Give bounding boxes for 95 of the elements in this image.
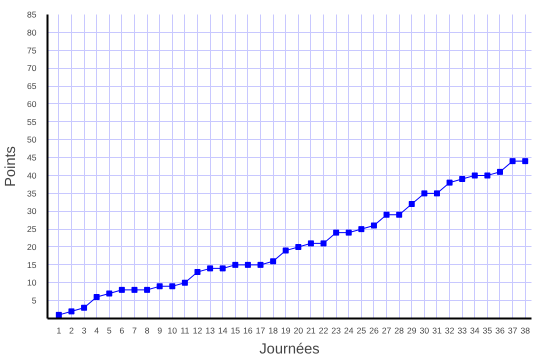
point [232,262,238,268]
point [434,190,440,196]
x-tick-label: 17 [256,326,266,336]
y-tick-label: 50 [27,134,37,145]
x-tick-label: 10 [168,326,178,336]
x-tick-label: 37 [508,326,518,336]
x-tick-label: 11 [180,326,190,336]
x-tick-label: 15 [230,326,240,336]
point [484,172,490,178]
x-tick-label: 27 [382,326,392,336]
x-tick-label: 24 [344,326,354,336]
y-tick-label: 45 [27,152,37,163]
point [308,240,314,246]
point [220,265,226,272]
x-tick-label: 7 [132,326,138,336]
x-tick-label: 4 [94,326,100,336]
point [81,304,88,311]
point [68,308,74,314]
y-tick-label: 10 [27,278,37,288]
point [106,290,112,296]
point [207,265,214,272]
point [194,269,200,276]
point [156,283,163,290]
x-tick-label: 33 [457,326,468,336]
point [258,262,264,268]
y-tick-label: 15 [27,260,37,270]
x-tick-label: 6 [120,326,124,336]
x-tick-label: 26 [369,326,379,336]
point [408,201,415,208]
point [358,226,364,232]
point [270,258,276,264]
x-tick-label: 35 [482,326,492,336]
point [459,176,466,182]
point [244,262,251,268]
point [446,180,453,186]
x-tick-label: 19 [280,326,291,336]
x-tick-label: 22 [318,326,329,336]
point [396,212,402,218]
point [496,168,503,175]
point [472,172,478,178]
x-tick-label: 20 [294,326,304,336]
y-tick-label: 35 [27,188,37,198]
x-tick-label: 23 [331,326,342,336]
point [56,312,62,318]
y-axis-title: Points [3,146,20,187]
y-tick-label: 30 [27,206,37,216]
y-tick-label: 75 [27,45,37,56]
y-tick-label: 55 [27,116,37,127]
x-tick-label: 32 [444,326,455,336]
y-tick-label: 60 [27,98,37,109]
x-tick-label: 12 [192,326,202,336]
x-tick-label: 34 [470,326,480,336]
point [295,244,302,250]
x-tick-label: 2 [69,326,74,336]
x-tick-label: 18 [268,326,278,336]
point [333,230,340,236]
point [384,212,390,218]
y-tick-label: 65 [27,81,37,92]
x-tick-label: 5 [106,326,112,336]
point [346,230,352,236]
x-tick-label: 25 [356,326,366,336]
point [182,280,188,286]
point [320,240,327,246]
x-tick-label: 9 [157,326,162,336]
point [370,222,377,229]
x-tick-label: 36 [495,326,505,336]
x-tick-label: 21 [306,326,316,336]
x-tick-label: 14 [218,326,228,336]
x-tick-label: 13 [205,326,216,336]
y-tick-label: 20 [27,242,37,252]
x-tick-label: 38 [520,326,530,336]
point [510,158,516,164]
y-tick-label: 5 [32,296,37,306]
x-tick-label: 1 [56,326,62,336]
x-tick-label: 3 [82,326,87,336]
point [282,248,289,254]
x-tick-label: 8 [144,326,150,336]
x-axis-title: Journées [259,342,320,358]
y-tick-label: 80 [27,27,37,38]
x-tick-label: 30 [420,326,430,336]
point [118,286,125,293]
y-tick-label: 25 [27,224,37,234]
x-tick-label: 28 [394,326,404,336]
point [144,286,150,293]
x-tick-label: 29 [407,326,417,336]
point [522,158,528,164]
x-tick-label: 16 [243,326,253,336]
y-tick-label: 40 [27,170,37,180]
point [421,190,428,196]
point [131,286,138,293]
point [169,283,176,290]
y-tick-label: 70 [27,63,37,74]
y-tick-label: 85 [27,10,37,20]
x-tick-label: 31 [432,326,442,336]
point [94,294,100,300]
